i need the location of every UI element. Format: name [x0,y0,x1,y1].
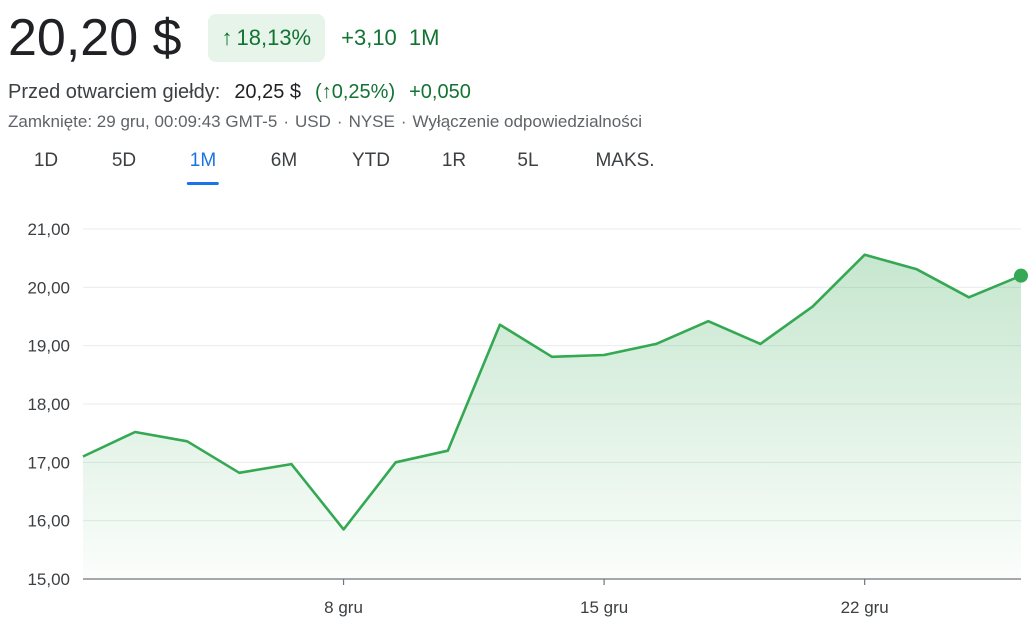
tab-1r[interactable]: 1R [441,150,467,171]
price-line [82,253,1022,531]
x-tick-label: 15 gru [580,598,628,617]
y-tick-label: 15,00 [27,570,70,589]
change-badge: ↑ 18,13% [207,14,326,62]
premarket-price: 20,25 $ [234,80,302,103]
separator: · [400,112,407,131]
change-absolute-group: +3,10 1M [341,25,439,51]
change-percent: 18,13% [236,25,312,50]
tab-ytd[interactable]: YTD [352,150,390,171]
closed-time: Zamknięte: 29 gru, 00:09:43 GMT-5 [8,112,278,131]
y-tick-label: 19,00 [27,337,70,356]
tab-5d[interactable]: 5D [111,150,137,171]
change-absolute: +3,10 [341,25,397,50]
arrow-up-icon: ↑ [321,80,332,103]
current-price: 20,20 $ [8,9,182,67]
tab-1m[interactable]: 1M [186,150,220,188]
data-points [1014,268,1028,283]
y-tick-label: 18,00 [27,395,70,414]
premarket-label: Przed otwarciem giełdy: [8,80,221,103]
y-tick-label: 20,00 [27,278,70,297]
price-line-group [82,253,1022,531]
tab-6m[interactable]: 6M [270,150,298,171]
y-tick-label: 17,00 [27,453,70,472]
y-axis-labels: 15,00 16,00 17,00 18,00 19,00 20,00 21,00 [27,220,70,589]
disclaimer-link[interactable]: Wyłączenie odpowiedzialności [412,112,642,131]
y-tick-label: 21,00 [27,220,70,239]
x-axis: 8 gru 15 gru 22 gru [83,578,1021,617]
market-meta: Zamknięte: 29 gru, 00:09:43 GMT-5 · USD · NY… [8,112,642,132]
premarket-row: Przed otwarciem giełdy: 20,25 $ (↑0,25%)… [8,78,471,106]
change-period: 1M [408,25,440,50]
premarket-percent-value: 0,25% [331,80,389,103]
y-tick-label: 16,00 [27,512,70,531]
x-tick-label: 22 gru [841,598,889,617]
tab-maks[interactable]: MAKS. [595,150,655,171]
premarket-percent: (↑0,25%) [315,80,396,103]
last-price-marker [1014,268,1028,283]
separator: · [336,112,343,131]
area-fill [83,254,1021,579]
exchange: NYSE [348,112,395,131]
x-tick-label: 8 gru [324,598,363,617]
separator: · [283,112,289,131]
premarket-absolute: +0,050 [409,80,471,103]
arrow-up-icon: ↑ [221,25,233,50]
area-fill-path [83,254,1021,579]
tab-5l[interactable]: 5L [517,150,539,171]
price-header: 20,20 $ ↑ 18,13% +3,10 1M [8,6,439,70]
currency: USD [294,112,331,131]
tab-1d[interactable]: 1D [33,150,59,171]
